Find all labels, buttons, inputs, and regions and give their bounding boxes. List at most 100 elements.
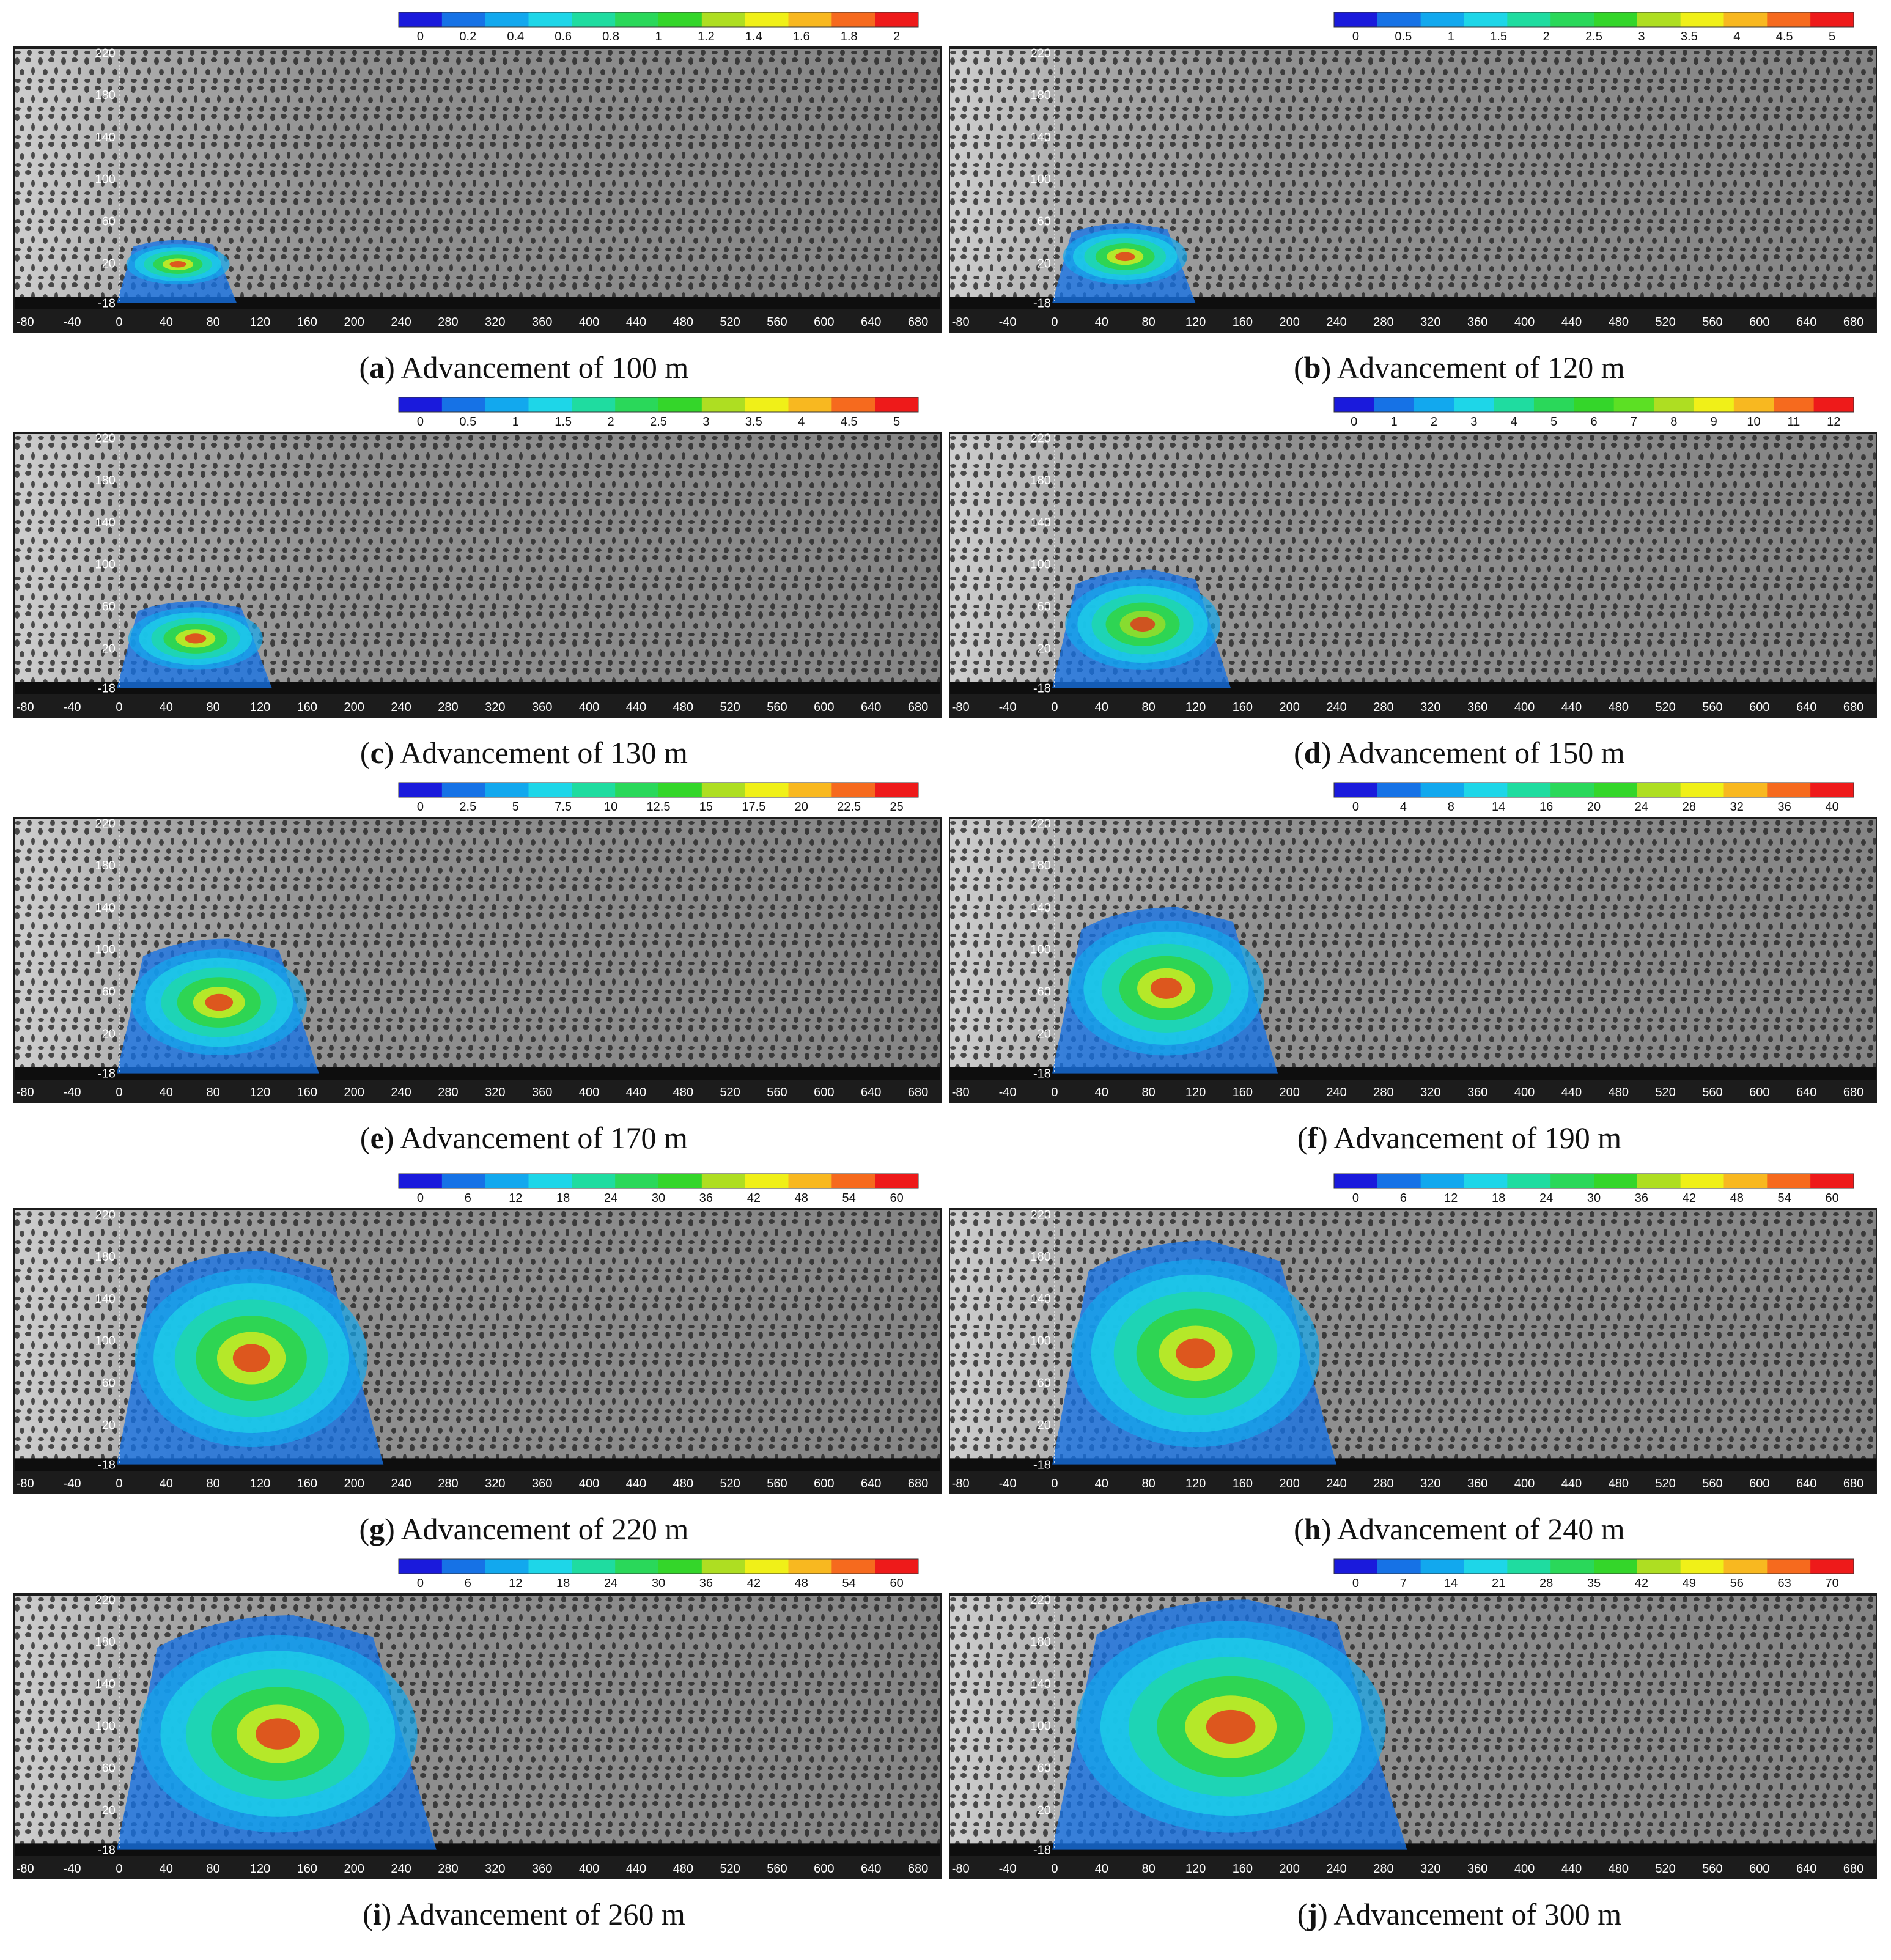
colorbar-swatch (528, 1559, 572, 1574)
colorbar-swatch (1334, 1559, 1378, 1574)
colorbar: 0 0.2 0.4 0.6 0.8 1 1.2 1.4 1.6 1.8 2 (398, 12, 919, 43)
colorbar-swatch (745, 12, 789, 27)
colorbar-swatch (1654, 397, 1694, 412)
x-tick-label: 520 (1655, 1477, 1675, 1490)
x-tick-label: 560 (767, 1862, 787, 1876)
y-tick-label: 220 (95, 1208, 116, 1221)
y-tick-label: 60 (1038, 600, 1051, 614)
x-tick-label: 320 (1420, 1862, 1440, 1876)
colorbar-swatch (615, 12, 659, 27)
colorbar-label: 3 (1470, 415, 1477, 429)
colorbar-swatch (1420, 12, 1464, 27)
panel-e: 0 2.5 5 7.5 10 12.5 15 17.5 20 22.5 25 220 180 140 100… (13, 782, 942, 1155)
colorbar-label: 0 (1352, 1192, 1359, 1205)
colorbar-swatch (1507, 1174, 1551, 1188)
model-image: 220 180 140 100 60 20 -18 -80 -40 0 40 80 120 160 200 2… (13, 46, 942, 333)
colorbar-swatch (615, 397, 659, 412)
colorbar-label: 11 (1788, 415, 1801, 429)
y-tick-label: 20 (1038, 1803, 1051, 1817)
colorbar-label: 70 (1825, 1577, 1838, 1590)
x-tick-label: 560 (1702, 1086, 1722, 1099)
caption-text: Advancement of 220 m (401, 1512, 689, 1546)
x-tick-label: 200 (1280, 315, 1300, 329)
x-tick-label: 280 (1373, 1862, 1393, 1876)
colorbar-swatch (1420, 1174, 1464, 1188)
colorbar-swatch (1637, 1174, 1681, 1188)
x-tick-label: 480 (1609, 1862, 1629, 1876)
zone-contour (1176, 1338, 1215, 1369)
colorbar-swatch (485, 783, 529, 797)
x-tick-label: 240 (1326, 1477, 1346, 1490)
colorbar-border (1333, 1173, 1854, 1189)
colorbar-label: 0.4 (507, 30, 524, 43)
colorbar-swatch (658, 1559, 702, 1574)
x-tick-label: 280 (438, 1477, 458, 1490)
colorbar-label: 18 (556, 1192, 570, 1205)
colorbar-label: 0 (417, 415, 424, 429)
x-tick-label: 520 (1655, 1086, 1675, 1099)
x-tick-label: 560 (1702, 701, 1722, 714)
model-image: 220 180 140 100 60 20 -18 -80 -40 0 40 80 120 160 200 2… (949, 1593, 1877, 1879)
x-tick-label: 520 (720, 315, 740, 329)
x-tick-label: 240 (391, 1862, 411, 1876)
colorbar-label: 5 (1550, 415, 1557, 429)
x-tick-label: 480 (673, 1086, 693, 1099)
colorbar-label: 30 (652, 1192, 665, 1205)
colorbar-swatch (1680, 12, 1724, 27)
displacement-zone (117, 1615, 437, 1850)
colorbar-label: 20 (1587, 800, 1601, 814)
panel-caption: (e) Advancement of 170 m (360, 1121, 688, 1155)
x-tick-label: 600 (814, 701, 834, 714)
caption-letter: b (1304, 350, 1321, 385)
y-tick-label: 180 (95, 1635, 116, 1649)
caption-open-paren: ( (360, 1121, 370, 1155)
x-tick-label: 280 (1373, 1477, 1393, 1490)
x-tick-label: 200 (344, 315, 364, 329)
colorbar-swatch (441, 12, 486, 27)
colorbar-swatch (745, 1174, 789, 1188)
colorbar-label: 4.5 (1776, 30, 1793, 43)
x-tick-label: 360 (532, 701, 552, 714)
y-tick-label: 220 (1031, 1208, 1051, 1221)
x-tick-label: 120 (1185, 1477, 1206, 1490)
x-tick-label: 320 (1420, 1477, 1440, 1490)
x-tick-label: 160 (1233, 1086, 1253, 1099)
y-tick-label: 60 (1038, 215, 1051, 229)
x-tick-label: 120 (250, 1862, 270, 1876)
x-tick-label: -80 (952, 1862, 970, 1876)
colorbar-border (1333, 397, 1854, 413)
caption-close-paren: ) (382, 1897, 397, 1931)
colorbar-label: 10 (1747, 415, 1760, 429)
colorbar: 0 6 12 18 24 30 36 42 48 54 60 (398, 1558, 919, 1590)
colorbar-label: 1.8 (841, 30, 858, 43)
colorbar-label: 36 (699, 1577, 713, 1590)
colorbar-label: 28 (1683, 800, 1696, 814)
colorbar-border (1333, 1558, 1854, 1574)
panel-caption: (d) Advancement of 150 m (1294, 735, 1625, 770)
x-tick-label: 360 (1467, 701, 1487, 714)
x-tick-label: 320 (1420, 1086, 1440, 1099)
x-tick-label: 400 (579, 701, 599, 714)
y-tick-label: 60 (102, 1762, 116, 1775)
x-tick-label: 280 (438, 1862, 458, 1876)
colorbar-label: 3 (1638, 30, 1645, 43)
x-tick-label: 280 (1373, 315, 1393, 329)
x-tick-label: 80 (207, 315, 220, 329)
colorbar-swatch (1550, 1174, 1594, 1188)
x-tick-label: 480 (1609, 1086, 1629, 1099)
y-tick-label: 100 (1031, 943, 1051, 957)
x-tick-label: 400 (1514, 1086, 1535, 1099)
x-tick-label: 600 (1749, 1086, 1769, 1099)
y-tick-label: 60 (1038, 1377, 1051, 1390)
panel-caption: (j) Advancement of 300 m (1297, 1897, 1622, 1931)
colorbar-label: 5 (1829, 30, 1835, 43)
colorbar-border (398, 1173, 919, 1189)
x-tick-label: 400 (579, 1086, 599, 1099)
zone-contour (169, 260, 186, 268)
colorbar-swatch (1414, 397, 1454, 412)
x-tick-label: 40 (160, 1477, 173, 1490)
colorbar-label: 1 (1448, 30, 1454, 43)
zone-contour (232, 1344, 270, 1372)
caption-open-paren: ( (359, 350, 370, 385)
